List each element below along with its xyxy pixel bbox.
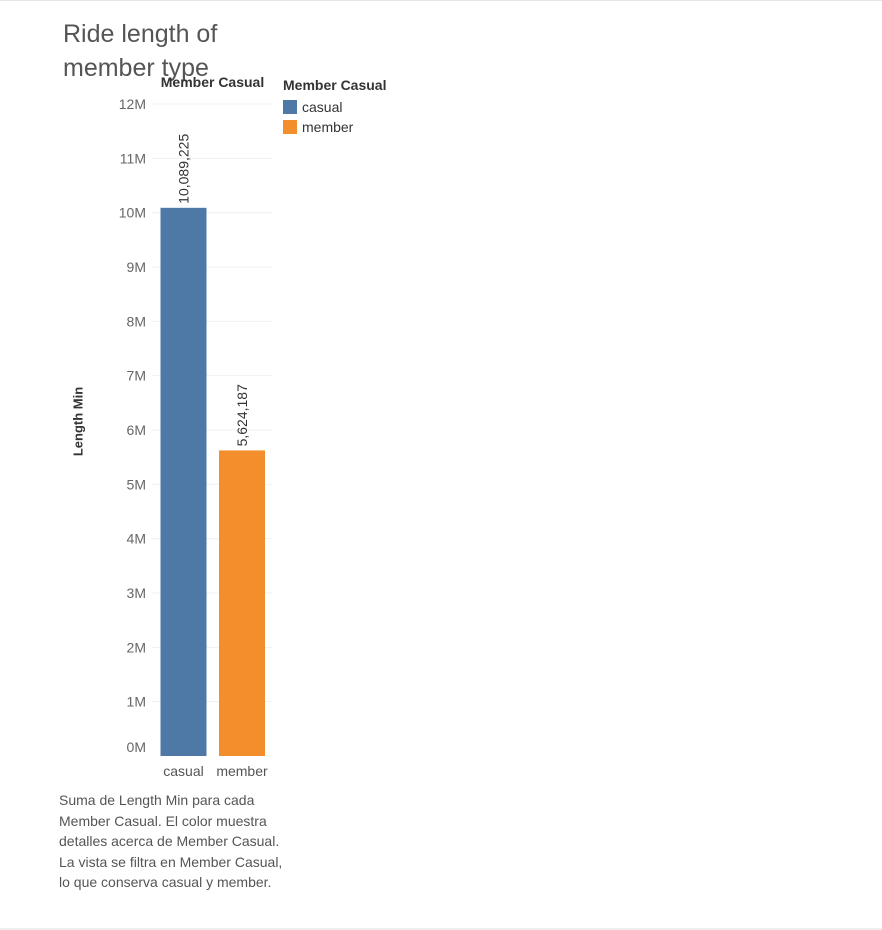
bar-member[interactable]: [219, 450, 265, 756]
y-tick-label-11: 11M: [120, 150, 146, 166]
y-tick-label-9: 9M: [127, 259, 146, 275]
y-tick-label-2: 2M: [127, 639, 146, 655]
y-tick-label-5: 5M: [127, 476, 146, 492]
top-border: [0, 0, 882, 1]
legend-item-casual[interactable]: casual: [283, 97, 386, 117]
legend-swatch-member: [283, 120, 297, 134]
y-tick-label-3: 3M: [127, 585, 146, 601]
y-tick-label-7: 7M: [127, 368, 146, 384]
legend[interactable]: Member Casual casual member: [283, 77, 386, 137]
column-header: Member Casual: [160, 74, 265, 90]
bar-casual[interactable]: [160, 207, 207, 756]
y-tick-label-10: 10M: [119, 205, 146, 221]
chart-caption: Suma de Length Min para cada Member Casu…: [59, 792, 283, 890]
legend-swatch-casual: [283, 100, 297, 114]
chart-title-line-2: member type: [63, 53, 209, 82]
x-tick-label-member: member: [216, 763, 268, 779]
y-tick-label-0: 0M: [127, 739, 146, 755]
legend-item-member[interactable]: member: [283, 117, 386, 137]
y-tick-label-6: 6M: [127, 422, 146, 438]
legend-title: Member Casual: [283, 77, 387, 93]
legend-label-casual: casual: [302, 99, 343, 115]
data-label-member: 5,624,187: [234, 384, 250, 446]
y-tick-label-4: 4M: [127, 531, 146, 547]
data-label-casual: 10,089,225: [176, 134, 192, 204]
y-tick-label-8: 8M: [127, 313, 146, 329]
legend-label-member: member: [302, 119, 354, 135]
bottom-border: [0, 928, 882, 930]
chart-title: Ride length of member type: [63, 17, 303, 85]
x-tick-label-casual: casual: [163, 763, 203, 779]
y-tick-label-1: 1M: [127, 694, 146, 710]
chart-title-line-1: Ride length of: [63, 19, 218, 48]
y-tick-label-12: 12M: [119, 96, 146, 112]
